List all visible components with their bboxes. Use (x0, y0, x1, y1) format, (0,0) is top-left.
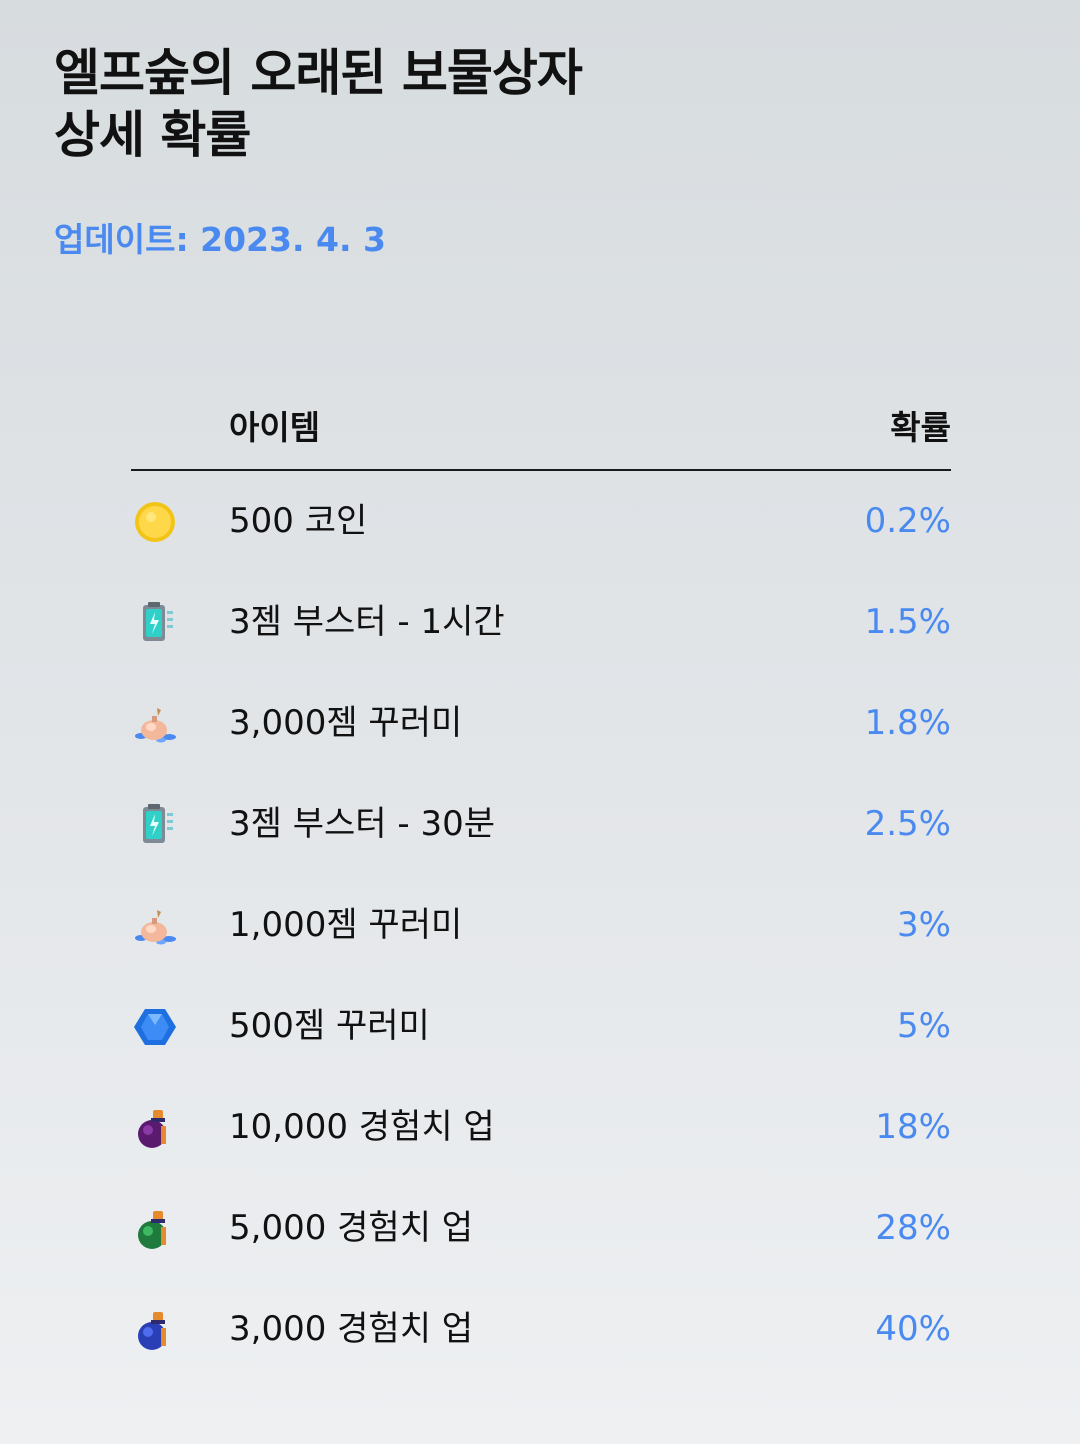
item-name: 3,000젬 꾸러미 (229, 703, 463, 743)
blue-potion-icon (131, 1306, 179, 1354)
item-name: 3,000 경험치 업 (229, 1309, 474, 1349)
gem-pouch-icon (131, 700, 179, 748)
table-row: 3,000 경험치 업 40% (131, 1279, 951, 1380)
table-row: 3젬 부스터 - 1시간 1.5% (131, 572, 951, 673)
page-header: 엘프숲의 오래된 보물상자 상세 확률 업데이트: 2023. 4. 3 (54, 42, 1014, 262)
item-probability: 2.5% (864, 804, 951, 844)
item-name: 1,000젬 꾸러미 (229, 905, 463, 945)
item-probability: 5% (897, 1006, 951, 1046)
item-probability: 40% (875, 1309, 951, 1349)
column-header-probability: 확률 (890, 408, 951, 447)
item-probability: 1.5% (864, 602, 951, 642)
table-row: 3,000젬 꾸러미 1.8% (131, 673, 951, 774)
table-body: 500 코인 0.2% 3젬 부스터 - 1시간 1.5% (131, 471, 951, 1380)
page-title-line2: 상세 확률 (54, 106, 251, 164)
table-row: 500 코인 0.2% (131, 471, 951, 572)
battery-booster-icon (131, 801, 179, 849)
purple-potion-icon (131, 1104, 179, 1152)
item-probability: 1.8% (864, 703, 951, 743)
item-name: 500 코인 (229, 501, 368, 541)
gold-coin-icon (131, 498, 179, 546)
table-row: 3젬 부스터 - 30분 2.5% (131, 774, 951, 875)
item-probability: 18% (875, 1107, 951, 1147)
updated-date: 업데이트: 2023. 4. 3 (54, 220, 386, 259)
page-title-line1: 엘프숲의 오래된 보물상자 (54, 44, 583, 102)
battery-booster-icon (131, 599, 179, 647)
item-name: 500젬 꾸러미 (229, 1006, 430, 1046)
probability-table: 아이템 확률 500 코인 0.2% (131, 396, 951, 1380)
table-row: 10,000 경험치 업 18% (131, 1077, 951, 1178)
item-probability: 28% (875, 1208, 951, 1248)
column-header-item: 아이템 (229, 408, 321, 447)
table-header: 아이템 확률 (131, 396, 951, 471)
gem-pouch-icon (131, 902, 179, 950)
item-name: 10,000 경험치 업 (229, 1107, 495, 1147)
table-row: 5,000 경험치 업 28% (131, 1178, 951, 1279)
page-title: 엘프숲의 오래된 보물상자 상세 확률 (54, 42, 1014, 166)
table-row: 1,000젬 꾸러미 3% (131, 875, 951, 976)
item-probability: 0.2% (864, 501, 951, 541)
item-name: 3젬 부스터 - 1시간 (229, 602, 505, 642)
item-name: 5,000 경험치 업 (229, 1208, 474, 1248)
table-row: 500젬 꾸러미 5% (131, 976, 951, 1077)
item-probability: 3% (897, 905, 951, 945)
item-name: 3젬 부스터 - 30분 (229, 804, 495, 844)
green-potion-icon (131, 1205, 179, 1253)
blue-gem-icon (131, 1003, 179, 1051)
